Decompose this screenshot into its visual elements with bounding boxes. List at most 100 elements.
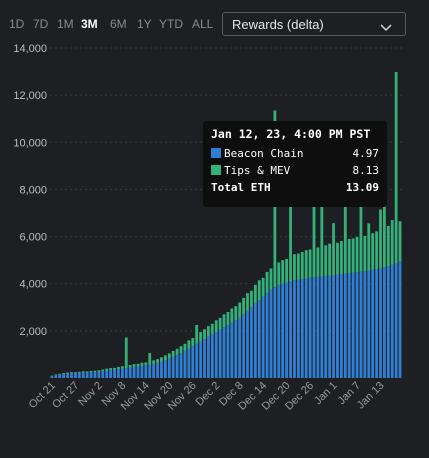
bar-beacon-chain[interactable] — [343, 273, 347, 378]
bar-tips-mev[interactable] — [89, 370, 93, 373]
bar-beacon-chain[interactable] — [320, 276, 324, 378]
bar-beacon-chain[interactable] — [332, 274, 335, 378]
range-6m-button[interactable]: 6M — [110, 17, 127, 31]
range-all-button[interactable]: ALL — [192, 17, 214, 31]
bar-beacon-chain[interactable] — [214, 332, 218, 378]
bar-tips-mev[interactable] — [230, 308, 234, 323]
bar-tips-mev[interactable] — [93, 370, 97, 373]
bar-beacon-chain[interactable] — [160, 361, 163, 379]
bar-tips-mev[interactable] — [316, 247, 320, 277]
bar-beacon-chain[interactable] — [308, 277, 312, 378]
bar-beacon-chain[interactable] — [246, 310, 249, 378]
bar-beacon-chain[interactable] — [93, 372, 97, 378]
bar-beacon-chain[interactable] — [273, 287, 277, 378]
bar-beacon-chain[interactable] — [54, 375, 58, 378]
bar-tips-mev[interactable] — [257, 280, 261, 301]
bar-beacon-chain[interactable] — [363, 271, 367, 378]
bar-tips-mev[interactable] — [343, 179, 347, 274]
range-1d-button[interactable]: 1D — [9, 17, 25, 31]
bar-beacon-chain[interactable] — [238, 317, 242, 378]
bar-beacon-chain[interactable] — [257, 300, 261, 378]
bar-beacon-chain[interactable] — [195, 343, 199, 378]
bar-tips-mev[interactable] — [214, 320, 218, 333]
range-ytd-button[interactable]: YTD — [159, 17, 183, 31]
bar-beacon-chain[interactable] — [187, 348, 191, 378]
bar-beacon-chain[interactable] — [230, 322, 234, 378]
bar-tips-mev[interactable] — [191, 337, 195, 347]
bar-tips-mev[interactable] — [156, 359, 159, 363]
bar-tips-mev[interactable] — [382, 205, 386, 268]
bar-beacon-chain[interactable] — [394, 263, 398, 378]
bar-tips-mev[interactable] — [109, 368, 113, 370]
range-1m-button[interactable]: 1M — [57, 17, 74, 31]
range-7d-button[interactable]: 7D — [33, 17, 49, 31]
bar-tips-mev[interactable] — [351, 238, 355, 273]
bar-tips-mev[interactable] — [238, 302, 242, 318]
bar-beacon-chain[interactable] — [371, 269, 375, 378]
bar-tips-mev[interactable] — [328, 243, 332, 276]
bar-tips-mev[interactable] — [81, 371, 85, 373]
bar-tips-mev[interactable] — [359, 200, 363, 272]
bar-beacon-chain[interactable] — [144, 365, 148, 378]
bar-beacon-chain[interactable] — [89, 372, 93, 378]
bar-beacon-chain[interactable] — [140, 365, 144, 378]
bar-beacon-chain[interactable] — [351, 272, 355, 378]
bar-tips-mev[interactable] — [163, 355, 167, 361]
bar-beacon-chain[interactable] — [203, 339, 206, 378]
bar-beacon-chain[interactable] — [265, 293, 269, 378]
bar-tips-mev[interactable] — [379, 209, 382, 269]
bar-beacon-chain[interactable] — [183, 350, 187, 378]
bar-beacon-chain[interactable] — [113, 369, 116, 378]
bar-tips-mev[interactable] — [160, 357, 163, 362]
bar-tips-mev[interactable] — [386, 225, 390, 267]
bar-tips-mev[interactable] — [105, 368, 109, 371]
bar-tips-mev[interactable] — [77, 371, 81, 373]
bar-tips-mev[interactable] — [265, 271, 269, 294]
bar-tips-mev[interactable] — [179, 346, 183, 354]
bar-beacon-chain[interactable] — [50, 376, 54, 378]
bar-tips-mev[interactable] — [187, 340, 191, 349]
bar-beacon-chain[interactable] — [336, 274, 339, 378]
bar-tips-mev[interactable] — [324, 245, 328, 276]
bar-beacon-chain[interactable] — [324, 275, 328, 378]
bar-tips-mev[interactable] — [336, 242, 339, 275]
bar-tips-mev[interactable] — [70, 372, 73, 374]
range-1y-button[interactable]: 1Y — [137, 17, 152, 31]
bar-beacon-chain[interactable] — [101, 371, 105, 378]
bar-tips-mev[interactable] — [363, 235, 367, 272]
bar-tips-mev[interactable] — [136, 363, 140, 367]
bar-beacon-chain[interactable] — [281, 283, 285, 378]
bar-tips-mev[interactable] — [195, 324, 199, 344]
bar-beacon-chain[interactable] — [386, 266, 390, 378]
bar-tips-mev[interactable] — [199, 332, 202, 342]
bar-beacon-chain[interactable] — [152, 363, 156, 378]
bar-tips-mev[interactable] — [144, 362, 148, 366]
bar-tips-mev[interactable] — [120, 366, 124, 369]
bar-tips-mev[interactable] — [128, 365, 132, 368]
bar-tips-mev[interactable] — [222, 314, 226, 328]
bar-beacon-chain[interactable] — [250, 307, 253, 378]
bar-beacon-chain[interactable] — [117, 369, 120, 378]
bar-tips-mev[interactable] — [62, 373, 66, 374]
bar-tips-mev[interactable] — [289, 175, 292, 282]
bar-tips-mev[interactable] — [332, 223, 335, 275]
bar-beacon-chain[interactable] — [347, 273, 351, 378]
bar-tips-mev[interactable] — [183, 343, 187, 351]
bar-tips-mev[interactable] — [281, 260, 285, 284]
bar-tips-mev[interactable] — [293, 254, 296, 281]
bar-beacon-chain[interactable] — [128, 367, 132, 378]
bar-tips-mev[interactable] — [246, 293, 249, 311]
bar-beacon-chain[interactable] — [132, 366, 136, 378]
bar-beacon-chain[interactable] — [379, 268, 382, 378]
bar-beacon-chain[interactable] — [355, 272, 359, 378]
bar-beacon-chain[interactable] — [382, 267, 386, 378]
bar-tips-mev[interactable] — [97, 370, 101, 372]
bar-beacon-chain[interactable] — [120, 368, 124, 378]
bar-tips-mev[interactable] — [355, 236, 359, 273]
bar-tips-mev[interactable] — [101, 369, 105, 372]
bar-beacon-chain[interactable] — [77, 372, 81, 378]
bar-beacon-chain[interactable] — [97, 371, 101, 378]
bar-tips-mev[interactable] — [296, 253, 300, 280]
bar-beacon-chain[interactable] — [148, 364, 152, 378]
bar-beacon-chain[interactable] — [206, 336, 210, 378]
